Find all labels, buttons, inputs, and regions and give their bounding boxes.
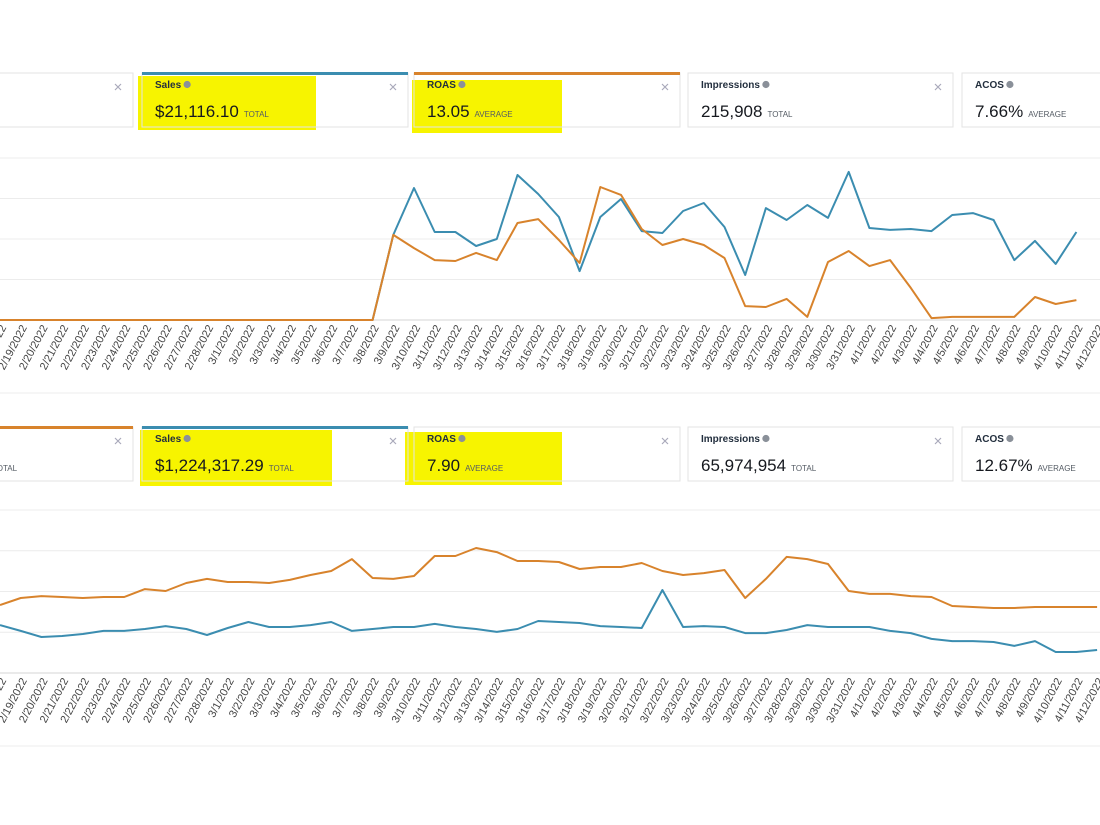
close-icon — [934, 83, 942, 91]
metric-value: 215,908 — [701, 102, 762, 121]
close-icon — [661, 437, 669, 445]
metric-qualifier: AVERAGE — [1028, 110, 1066, 119]
metric-value: 65,974,954 — [701, 456, 786, 475]
close-icon — [114, 437, 122, 445]
close-icon — [114, 83, 122, 91]
metric-card — [687, 72, 954, 128]
metric-card — [413, 426, 681, 482]
metric-qualifier: AVERAGE — [475, 110, 513, 119]
highlight — [412, 80, 562, 133]
metric-qualifier: TOTAL — [269, 464, 295, 473]
metric-label: ROAS — [427, 434, 456, 445]
selected-bar — [142, 426, 408, 429]
metric-label: ACOS — [975, 80, 1004, 91]
metric-label: ROAS — [427, 80, 456, 91]
metric-qualifier: AVERAGE — [465, 464, 503, 473]
close-icon — [934, 437, 942, 445]
metric-card — [0, 72, 134, 128]
metric-label: Sales — [155, 434, 182, 445]
metric-qualifier: TOTAL — [244, 110, 270, 119]
metric-qualifier: TOTAL — [791, 464, 817, 473]
metric-qualifier: TOTAL — [0, 464, 18, 473]
metric-value: $21,116.10 — [155, 102, 239, 121]
close-icon — [389, 83, 397, 91]
metric-qualifier: AVERAGE — [1038, 464, 1076, 473]
metric-qualifier: TOTAL — [767, 110, 793, 119]
series-line — [0, 547, 1098, 609]
series-line — [0, 186, 1077, 321]
info-icon — [458, 434, 466, 443]
close-icon — [389, 437, 397, 445]
info-icon — [183, 434, 191, 443]
metric-label: ACOS — [975, 434, 1004, 445]
metric-value: $1,224,317.29 — [155, 456, 264, 475]
info-icon — [183, 80, 191, 89]
metric-label: Impressions — [701, 80, 760, 91]
metric-value: 13.05 — [427, 102, 470, 121]
info-icon — [1006, 80, 1014, 89]
selected-bar — [414, 72, 680, 75]
info-icon — [458, 80, 466, 89]
selected-bar — [142, 72, 408, 75]
info-icon — [1006, 434, 1014, 443]
metric-card — [961, 426, 1100, 482]
info-icon — [762, 80, 770, 89]
metric-label: Sales — [155, 80, 182, 91]
metric-value: 7.90 — [427, 456, 460, 475]
metric-card — [961, 72, 1100, 128]
close-icon — [661, 83, 669, 91]
metric-card — [0, 426, 134, 482]
highlight — [140, 430, 332, 486]
metric-label: Impressions — [701, 434, 760, 445]
selected-bar — [0, 426, 133, 429]
metric-value: 7.66% — [975, 102, 1023, 121]
highlight — [405, 432, 562, 485]
series-line — [0, 589, 1098, 653]
metric-value: 12.67% — [975, 456, 1033, 475]
info-icon — [762, 434, 770, 443]
highlight — [138, 76, 316, 130]
metric-card — [687, 426, 954, 482]
